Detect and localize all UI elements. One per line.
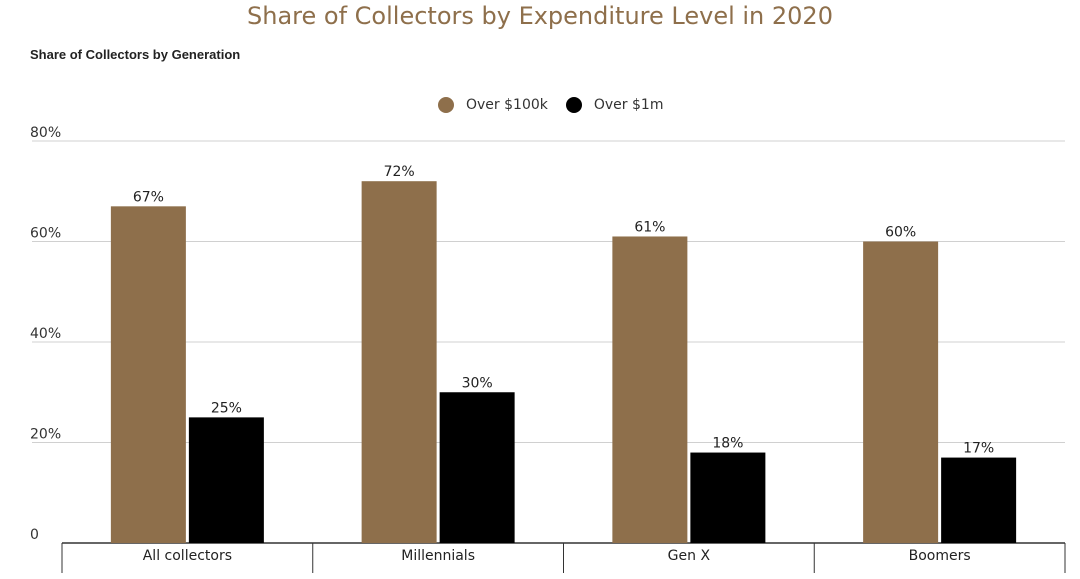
bar-over-1m	[941, 457, 1017, 543]
legend-item-over-1m: Over $1m	[565, 97, 664, 113]
chart-title: Share of Collectors by Expenditure Level…	[247, 2, 833, 30]
data-label: 67%	[133, 189, 164, 205]
legend-swatch-over-100k	[438, 97, 454, 113]
bar-over-100k	[110, 206, 186, 543]
data-label: 61%	[634, 219, 665, 235]
bar-over-1m	[439, 392, 515, 543]
bar-over-1m	[690, 452, 766, 543]
legend-item-over-100k: Over $100k	[438, 97, 548, 113]
bar-over-1m	[188, 417, 264, 543]
legend-label-over-100k: Over $100k	[466, 97, 548, 113]
data-label: 60%	[885, 225, 916, 241]
legend-label-over-1m: Over $1m	[593, 97, 664, 113]
y-tick-label: 0	[30, 527, 39, 543]
data-label: 17%	[963, 441, 994, 457]
bar-over-100k	[863, 241, 939, 543]
data-label: 72%	[384, 164, 415, 180]
category-label: Millennials	[401, 548, 475, 564]
legend: Over $100k Over $1m	[438, 97, 681, 113]
legend-swatch-over-1m	[565, 97, 582, 113]
y-tick-label: 80%	[30, 125, 61, 141]
data-label: 18%	[712, 436, 743, 452]
y-tick-label: 60%	[30, 226, 61, 242]
bar-over-100k	[612, 236, 688, 543]
category-label: Boomers	[909, 548, 971, 564]
data-label: 25%	[211, 400, 242, 416]
bar-over-100k	[361, 181, 437, 543]
chart-subtitle: Share of Collectors by Generation	[30, 47, 241, 62]
category-label: Gen X	[668, 548, 711, 564]
y-tick-label: 20%	[30, 427, 61, 443]
category-label: All collectors	[143, 548, 232, 564]
y-tick-label: 40%	[30, 326, 61, 342]
data-label: 30%	[462, 375, 493, 391]
